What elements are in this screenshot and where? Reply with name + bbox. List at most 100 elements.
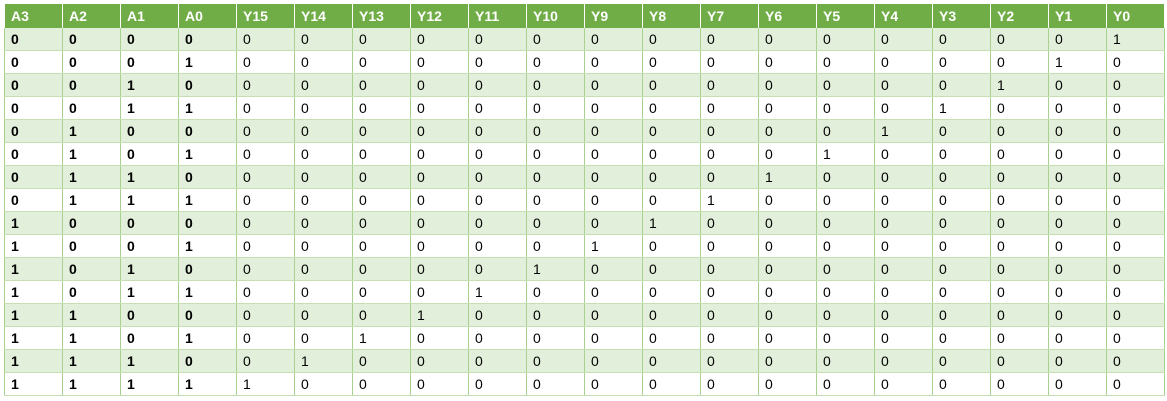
output-cell: 0 (236, 211, 295, 235)
output-cell: 0 (642, 50, 701, 74)
output-cell: 0 (236, 303, 295, 327)
output-cell: 0 (1048, 303, 1107, 327)
output-cell: 0 (990, 326, 1049, 350)
output-cell: 0 (352, 165, 411, 189)
output-cell: 1 (990, 73, 1049, 97)
input-cell: 1 (62, 142, 121, 166)
output-cell: 0 (642, 28, 701, 51)
output-cell: 0 (874, 349, 933, 373)
output-cell: 1 (700, 188, 759, 212)
input-cell: 1 (178, 96, 237, 120)
output-cell: 0 (874, 280, 933, 304)
output-cell: 0 (584, 50, 643, 74)
input-cell: 0 (4, 96, 63, 120)
output-cell: 0 (468, 50, 527, 74)
input-cell: 1 (120, 349, 179, 373)
input-cell: 1 (178, 280, 237, 304)
output-cell: 0 (758, 211, 817, 235)
output-cell: 0 (990, 234, 1049, 258)
output-cell: 0 (642, 234, 701, 258)
output-cell: 0 (468, 257, 527, 281)
output-cell: 0 (700, 280, 759, 304)
input-cell: 0 (120, 142, 179, 166)
output-cell: 0 (236, 142, 295, 166)
output-cell: 0 (526, 349, 585, 373)
output-cell: 0 (642, 326, 701, 350)
output-cell: 0 (700, 211, 759, 235)
output-cell: 0 (352, 119, 411, 143)
input-cell: 0 (120, 28, 179, 51)
input-cell: 0 (62, 234, 121, 258)
output-cell: 0 (874, 257, 933, 281)
output-cell: 0 (584, 372, 643, 396)
output-cell: 0 (700, 142, 759, 166)
output-cell: 0 (816, 96, 875, 120)
output-cell: 0 (700, 96, 759, 120)
output-cell: 0 (990, 211, 1049, 235)
output-cell: 0 (584, 96, 643, 120)
output-cell: 0 (584, 165, 643, 189)
input-cell: 0 (62, 280, 121, 304)
output-cell: 1 (816, 142, 875, 166)
column-header-output: Y14 (294, 4, 353, 28)
output-cell: 0 (526, 50, 585, 74)
output-cell: 0 (932, 142, 991, 166)
input-cell: 0 (120, 211, 179, 235)
output-cell: 0 (294, 142, 353, 166)
output-cell: 0 (990, 257, 1049, 281)
output-cell: 0 (1048, 326, 1107, 350)
output-cell: 0 (526, 188, 585, 212)
output-cell: 0 (758, 119, 817, 143)
output-cell: 1 (932, 96, 991, 120)
input-cell: 1 (4, 349, 63, 373)
output-cell: 0 (352, 349, 411, 373)
column-header-input: A1 (120, 4, 179, 28)
output-cell: 0 (642, 303, 701, 327)
output-cell: 0 (932, 188, 991, 212)
input-cell: 0 (178, 349, 237, 373)
output-cell: 0 (700, 234, 759, 258)
output-cell: 0 (1106, 372, 1165, 396)
output-cell: 0 (236, 73, 295, 97)
output-cell: 0 (932, 372, 991, 396)
output-cell: 0 (990, 349, 1049, 373)
output-cell: 1 (526, 257, 585, 281)
output-cell: 0 (1048, 372, 1107, 396)
input-cell: 0 (178, 28, 237, 51)
input-cell: 0 (178, 257, 237, 281)
output-cell: 0 (816, 372, 875, 396)
input-cell: 1 (120, 96, 179, 120)
column-header-output: Y5 (816, 4, 875, 28)
input-cell: 1 (178, 50, 237, 74)
output-cell: 0 (294, 257, 353, 281)
output-cell: 0 (410, 280, 469, 304)
input-cell: 1 (178, 372, 237, 396)
input-cell: 1 (120, 257, 179, 281)
output-cell: 0 (642, 372, 701, 396)
output-cell: 0 (932, 211, 991, 235)
output-cell: 0 (236, 96, 295, 120)
input-cell: 1 (4, 326, 63, 350)
output-cell: 0 (700, 349, 759, 373)
decoder-truth-table: A3 A2 A1 A0 Y15 Y14 Y13 Y12 Y11 Y10 Y9 Y8 Y7 Y6 Y5 Y4 Y3… (4, 4, 1165, 396)
input-cell: 0 (4, 165, 63, 189)
output-cell: 0 (352, 372, 411, 396)
column-header-output: Y13 (352, 4, 411, 28)
output-cell: 0 (294, 28, 353, 51)
input-cell: 1 (62, 326, 121, 350)
output-cell: 0 (1048, 234, 1107, 258)
output-cell: 0 (410, 96, 469, 120)
input-cell: 1 (62, 119, 121, 143)
input-cell: 0 (4, 73, 63, 97)
output-cell: 1 (468, 280, 527, 304)
column-header-output: Y4 (874, 4, 933, 28)
output-cell: 0 (468, 211, 527, 235)
output-cell: 0 (294, 119, 353, 143)
output-cell: 0 (1048, 28, 1107, 51)
output-cell: 0 (584, 73, 643, 97)
column-header-input: A3 (4, 4, 63, 28)
output-cell: 0 (990, 50, 1049, 74)
